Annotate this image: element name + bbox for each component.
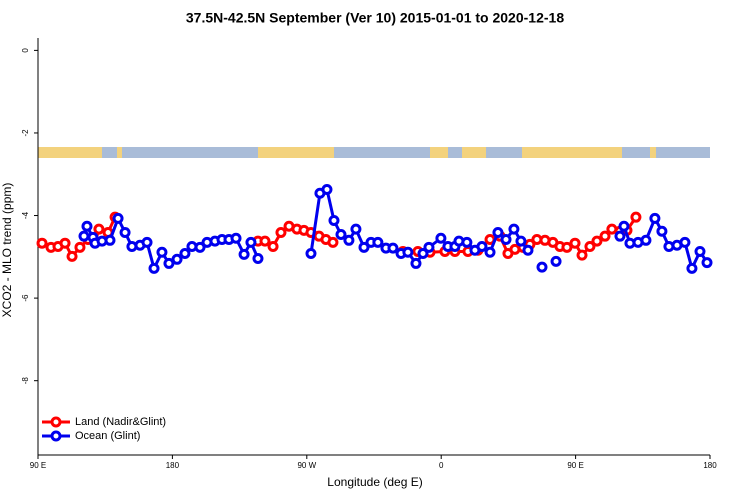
x-tick-label: 180: [166, 461, 180, 470]
point: [372, 236, 384, 248]
point: [561, 241, 573, 253]
point: [584, 241, 596, 252]
y-tick-label: 0: [21, 48, 30, 53]
point: [156, 246, 168, 258]
point: [104, 234, 116, 246]
point: [435, 232, 447, 244]
point: [679, 236, 691, 248]
point: [321, 184, 333, 196]
point: [358, 241, 370, 253]
x-tick-label: 0: [439, 461, 444, 470]
point: [335, 229, 347, 241]
legend-label: Land (Nadir&Glint): [75, 416, 166, 428]
legend-label: Ocean (Glint): [75, 430, 140, 442]
point: [81, 220, 93, 232]
point: [36, 237, 48, 249]
point: [148, 262, 160, 274]
point: [569, 237, 581, 249]
map-strip: [38, 147, 710, 158]
x-tick-label: 90 E: [30, 461, 46, 470]
point: [267, 241, 279, 252]
point: [66, 250, 78, 262]
point: [508, 223, 520, 235]
point: [423, 241, 435, 253]
point: [484, 246, 496, 258]
x-tick-label: 90 W: [297, 461, 316, 470]
y-tick-label: -8: [21, 377, 30, 385]
point: [417, 248, 429, 260]
point: [179, 248, 191, 260]
y-tick-label: -4: [21, 211, 30, 219]
point: [694, 245, 706, 257]
point: [656, 225, 668, 237]
point: [402, 246, 414, 258]
point: [410, 257, 422, 269]
point: [350, 223, 362, 235]
point: [245, 236, 257, 248]
point: [119, 226, 131, 238]
legend-marker: [50, 430, 62, 442]
point: [259, 235, 271, 247]
point: [305, 248, 317, 260]
y-tick-label: -2: [21, 129, 30, 137]
point: [327, 236, 339, 248]
point: [599, 230, 611, 242]
point: [618, 220, 630, 232]
point: [649, 212, 661, 224]
x-tick-label: 90 E: [567, 461, 583, 470]
point: [74, 241, 86, 253]
point: [112, 212, 124, 224]
point: [461, 236, 473, 248]
point: [275, 226, 287, 238]
point: [522, 244, 534, 256]
x-tick-label: 180: [703, 461, 717, 470]
point: [640, 234, 652, 246]
point: [171, 253, 183, 265]
point: [550, 255, 562, 267]
point: [701, 257, 713, 269]
point: [59, 237, 71, 249]
point: [343, 234, 355, 246]
point: [576, 249, 588, 261]
point: [328, 214, 340, 226]
point: [93, 223, 105, 235]
point: [476, 241, 488, 252]
point: [252, 252, 264, 264]
point: [536, 261, 548, 273]
point: [492, 226, 504, 238]
point: [163, 257, 175, 269]
point: [141, 236, 153, 248]
point: [686, 262, 698, 274]
point: [387, 242, 399, 254]
legend-marker: [50, 416, 62, 428]
y-axis-label: XCO2 - MLO trend (ppm): [0, 183, 14, 318]
point: [500, 233, 512, 245]
point: [78, 230, 90, 242]
point: [230, 232, 242, 244]
chart-title: 37.5N-42.5N September (Ver 10) 2015-01-0…: [186, 10, 564, 26]
point: [238, 248, 250, 260]
point: [614, 230, 626, 242]
y-tick-label: -6: [21, 294, 30, 302]
point: [194, 241, 206, 253]
point: [515, 235, 527, 247]
point: [591, 235, 603, 247]
x-axis-label: Longitude (deg E): [327, 475, 422, 489]
point: [630, 211, 642, 223]
